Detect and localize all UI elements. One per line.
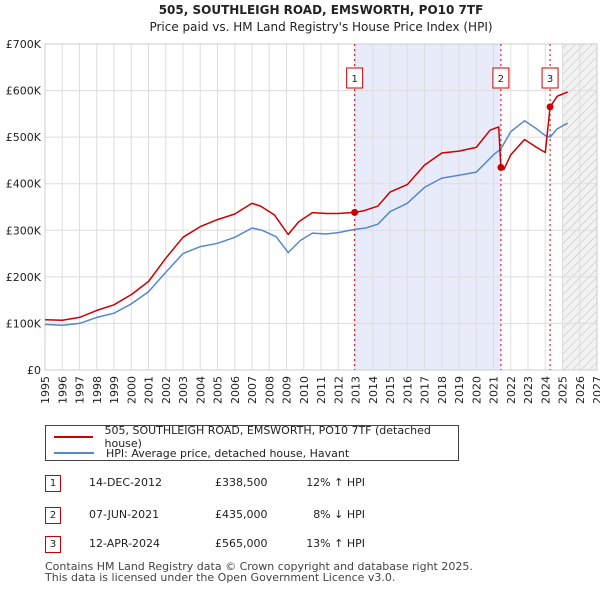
x-tick-label: 2025 [557,376,570,404]
transaction-hpi-diff: 8% ↓ HPI [313,508,365,521]
marker-badge-label: 2 [498,74,504,85]
x-tick-label: 2024 [539,376,552,404]
legend-swatch-property [54,436,93,438]
legend-label-property: 505, SOUTHLEIGH ROAD, EMSWORTH, PO10 7TF… [104,424,431,450]
legend-item-property: 505, SOUTHLEIGH ROAD, EMSWORTH, PO10 7TF… [54,424,458,450]
legend-item-hpi: HPI: Average price, detached house, Hava… [54,445,349,461]
transaction-date: 12-APR-2024 [89,537,161,550]
price-chart: 505, SOUTHLEIGH ROAD, EMSWORTH, PO10 7TF… [6,3,600,404]
x-tick-label: 1999 [108,376,121,404]
x-tick-label: 2027 [591,376,600,404]
x-tick-label: 2026 [574,376,587,404]
sale-point [546,103,554,111]
marker-badge-label: 1 [351,74,357,85]
y-tick-label: £200K [6,271,42,284]
y-tick-label: £500K [6,131,42,144]
transaction-date: 14-DEC-2012 [89,476,163,489]
x-tick-label: 2017 [419,376,432,404]
x-tick-label: 2003 [177,376,190,404]
transaction-price: £435,000 [215,508,268,521]
transaction-marker-badge: 1 [45,475,61,492]
attribution-line-1: Contains HM Land Registry data © Crown c… [45,560,473,573]
y-tick-label: £100K [6,317,42,330]
legend-swatch-hpi [54,452,94,454]
x-tick-label: 2018 [436,376,449,404]
plot-frame [44,43,598,371]
x-tick-label: 2014 [367,376,380,404]
x-tick-label: 2016 [401,376,414,404]
x-tick-label: 2009 [281,376,294,404]
y-tick-label: £300K [6,224,42,237]
transaction-row-3: 3 12-APR-2024 £565,000 13% ↑ HPI [45,536,445,556]
transaction-date: 07-JUN-2021 [89,508,160,521]
marker-badge [346,67,364,89]
y-tick-label: £0 [27,364,41,377]
x-tick-label: 2020 [470,376,483,404]
x-tick-label: 2023 [522,376,535,404]
marker-badge [541,67,559,89]
x-tick-label: 2011 [315,376,328,404]
y-tick-label: £400K [6,178,42,191]
x-tick-label: 2021 [488,376,501,404]
x-tick-label: 2015 [384,376,397,404]
y-tick-label: £700K [6,38,42,51]
transaction-row-2: 2 07-JUN-2021 £435,000 8% ↓ HPI [45,507,445,527]
y-tick-label: £600K [6,85,42,98]
transaction-hpi-diff: 13% ↑ HPI [306,537,365,550]
sale-point [351,208,359,216]
transaction-price: £565,000 [215,537,268,550]
marker-badge [492,67,510,89]
transaction-marker-badge: 3 [45,536,61,553]
x-tick-label: 2012 [332,376,345,404]
x-tick-label: 2019 [453,376,466,404]
x-tick-label: 1995 [39,376,52,404]
transaction-hpi-diff: 12% ↑ HPI [306,476,365,489]
chart-subtitle: Price paid vs. HM Land Registry's House … [149,20,492,34]
x-tick-label: 2004 [194,376,207,404]
x-tick-label: 2000 [125,376,138,404]
x-tick-label: 2006 [229,376,242,404]
x-tick-label: 1996 [56,376,69,404]
marker-badge-label: 3 [547,74,553,85]
attribution-footer: Contains HM Land Registry data © Crown c… [45,561,473,583]
attribution-line-2: This data is licensed under the Open Gov… [45,571,396,584]
x-tick-label: 2005 [212,376,225,404]
x-tick-label: 2002 [160,376,173,404]
x-tick-label: 1998 [91,376,104,404]
x-tick-label: 2008 [263,376,276,404]
x-tick-label: 1997 [74,376,87,404]
hpi-line [45,120,569,327]
legend-label-hpi: HPI: Average price, detached house, Hava… [106,446,350,460]
x-tick-label: 2022 [505,376,518,404]
x-tick-label: 2001 [143,376,156,404]
x-tick-label: 2007 [246,376,259,404]
chart-title: 505, SOUTHLEIGH ROAD, EMSWORTH, PO10 7TF [159,3,484,17]
chart-legend: 505, SOUTHLEIGH ROAD, EMSWORTH, PO10 7TF… [45,424,459,461]
transaction-row-1: 1 14-DEC-2012 £338,500 12% ↑ HPI [45,475,445,495]
x-tick-label: 2010 [298,376,311,404]
x-tick-label: 2013 [350,376,363,404]
transaction-price: £338,500 [215,476,268,489]
transaction-marker-badge: 2 [45,507,61,524]
property-price-line [45,91,568,321]
sale-point [497,163,505,171]
